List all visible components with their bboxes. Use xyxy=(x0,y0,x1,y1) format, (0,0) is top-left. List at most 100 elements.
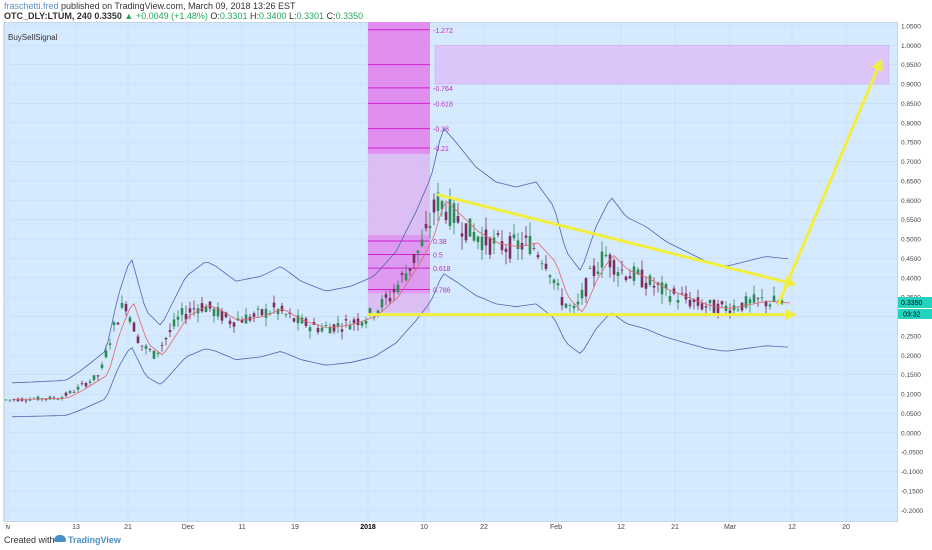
last-price: 0.3350 xyxy=(94,11,122,21)
candle-body xyxy=(68,391,72,394)
candle-body xyxy=(632,266,636,281)
candle-body xyxy=(668,296,672,302)
candle-body xyxy=(516,240,520,249)
low-value: 0.3301 xyxy=(296,11,325,21)
y-tick-label: 0.7500 xyxy=(901,140,921,147)
candle-body xyxy=(328,326,332,334)
y-tick-label: -0.0500 xyxy=(901,450,923,457)
target-zone xyxy=(434,44,890,85)
candle-body xyxy=(660,282,664,295)
high-label: H: xyxy=(249,11,259,21)
x-tick-label: 12 xyxy=(617,524,625,530)
candle-body xyxy=(676,299,680,303)
candle-body xyxy=(444,211,448,221)
price-axis[interactable] xyxy=(898,22,932,522)
candle-body xyxy=(200,303,204,312)
candle-body xyxy=(592,265,596,277)
candle-body xyxy=(300,317,304,324)
candle-body xyxy=(564,303,568,308)
candle-body xyxy=(416,250,420,254)
candle-body xyxy=(448,198,452,226)
candle-body xyxy=(460,233,464,237)
target-arrow xyxy=(776,58,883,306)
candle-body xyxy=(528,235,532,255)
candle-body xyxy=(380,299,384,308)
plot-background[interactable] xyxy=(3,22,899,523)
candle-body xyxy=(140,345,144,347)
y-tick-label: 0.6000 xyxy=(901,198,921,205)
fib-label: 0.38 xyxy=(433,239,447,246)
y-tick-label: -0.2000 xyxy=(901,508,923,515)
price-chart[interactable]: -1.272 -0.764 -0.618 -0.38 -0.21 0.38 0.5 0.618… xyxy=(0,22,932,530)
candle-body xyxy=(508,236,512,259)
x-tick-label: 22 xyxy=(480,524,488,530)
candle-body xyxy=(644,282,648,289)
moving-average xyxy=(13,200,791,401)
candle-body xyxy=(464,223,468,241)
candle-body xyxy=(700,303,704,310)
tradingview-brand[interactable]: TradingView xyxy=(68,535,121,545)
open-value: 0.3301 xyxy=(219,11,248,21)
bollinger-upper xyxy=(11,127,789,384)
candle-body xyxy=(404,273,408,281)
y-tick-label: 0.1500 xyxy=(901,372,921,379)
candle-body xyxy=(132,322,136,332)
candle-body xyxy=(108,343,112,345)
candle-body xyxy=(220,310,224,321)
candle-body xyxy=(232,322,236,327)
trendline-upper xyxy=(436,193,797,288)
candle-body xyxy=(92,375,96,381)
candle-body xyxy=(364,320,368,324)
candle-body xyxy=(636,269,640,274)
current-price-label: 0.3350 xyxy=(901,300,923,307)
candle-body xyxy=(496,233,500,235)
y-tick-label: 0.2500 xyxy=(901,333,921,340)
symbol-label: OTC_DLY:LTUM, 240 xyxy=(4,11,92,21)
candle-body xyxy=(524,235,528,238)
candle-body xyxy=(752,294,756,303)
candle-body xyxy=(640,269,644,288)
time-axis[interactable] xyxy=(4,522,898,530)
created-with-text: Created with xyxy=(4,535,55,545)
candle-body xyxy=(588,268,592,270)
candle-body xyxy=(296,315,300,324)
candle-body xyxy=(424,224,428,229)
candle-body xyxy=(432,199,436,213)
candle-body xyxy=(148,349,152,351)
candle-body xyxy=(180,308,184,315)
y-tick-label: 0.8000 xyxy=(901,120,921,127)
candle-body xyxy=(184,314,188,320)
candle-body xyxy=(664,284,668,289)
candle-body xyxy=(376,310,380,314)
y-tick-label: 0.4500 xyxy=(901,256,921,263)
candle-body xyxy=(428,225,432,229)
candle-body xyxy=(168,329,172,333)
y-tick-label: 1.0500 xyxy=(901,23,921,30)
candle-body xyxy=(188,308,192,313)
candle-body xyxy=(236,318,240,320)
candle-body xyxy=(152,350,156,359)
x-tick-label: 20 xyxy=(842,524,850,530)
candle-body xyxy=(452,203,456,224)
candle-body xyxy=(340,329,344,332)
candle-body xyxy=(56,399,60,401)
candle-body xyxy=(744,296,748,308)
candle-body xyxy=(480,236,484,250)
fib-label: -0.38 xyxy=(433,127,449,134)
candle-body xyxy=(688,299,692,307)
candle-body xyxy=(572,305,576,309)
x-tick-label: Dec xyxy=(182,524,195,530)
countdown-label: 03:32 xyxy=(903,312,921,319)
candle-body xyxy=(172,319,176,327)
candle-body xyxy=(44,399,48,400)
candle-body xyxy=(384,294,388,298)
candle-body xyxy=(216,307,220,317)
candle-body xyxy=(64,392,68,396)
candle-body xyxy=(608,254,612,268)
author-link[interactable]: fraschetti.fred xyxy=(4,1,59,11)
candle-body xyxy=(192,308,196,310)
candle-body xyxy=(28,399,32,401)
footer: Created with TradingView xyxy=(0,530,932,550)
candle-body xyxy=(500,241,504,251)
candle-body xyxy=(488,237,492,255)
